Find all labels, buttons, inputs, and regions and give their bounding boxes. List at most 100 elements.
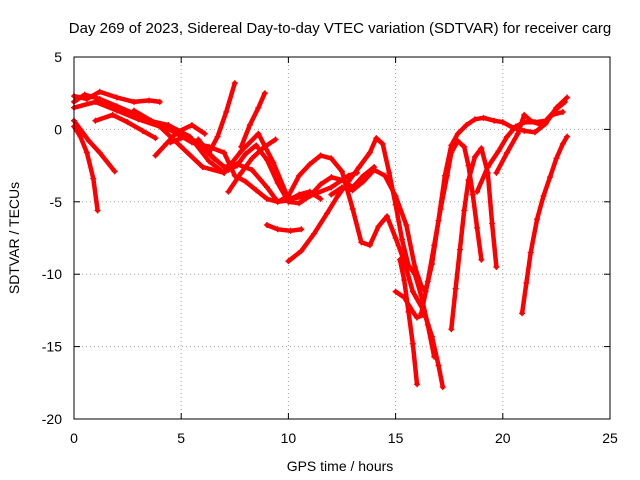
data-point-marker — [285, 193, 292, 200]
data-point-marker — [96, 149, 103, 156]
y-tick-label: -20 — [42, 411, 62, 427]
data-point-marker — [263, 195, 270, 202]
data-point-marker — [221, 164, 228, 171]
data-point-marker — [564, 133, 571, 140]
data-point-marker — [298, 248, 305, 255]
data-point-marker — [124, 119, 131, 126]
data-point-marker — [478, 256, 485, 263]
data-point-marker — [493, 263, 500, 270]
data-point-marker — [274, 198, 281, 205]
data-point-marker — [399, 236, 406, 243]
data-point-marker — [263, 184, 270, 191]
data-point-marker — [156, 98, 163, 105]
data-point-marker — [206, 158, 213, 165]
series-arc-11 — [206, 80, 238, 156]
data-point-marker — [401, 276, 408, 283]
y-tick-label: -5 — [50, 194, 63, 210]
data-point-marker — [366, 149, 373, 156]
data-point-marker — [90, 175, 97, 182]
data-point-marker — [360, 172, 367, 179]
y-tick-label: -15 — [42, 339, 62, 355]
data-point-marker — [225, 188, 232, 195]
data-point-marker — [201, 130, 208, 137]
data-point-marker — [272, 136, 279, 143]
y-tick-label: -10 — [42, 266, 62, 282]
data-point-marker — [135, 116, 142, 123]
data-point-marker — [148, 117, 155, 124]
data-point-marker — [263, 156, 270, 163]
data-point-marker — [549, 111, 556, 118]
data-point-marker — [274, 179, 281, 186]
data-series — [71, 80, 571, 391]
data-point-marker — [474, 188, 481, 195]
data-point-marker — [253, 142, 260, 149]
data-point-marker — [439, 384, 446, 391]
data-point-marker — [452, 285, 459, 292]
data-point-marker — [499, 119, 506, 126]
data-point-marker — [113, 94, 120, 101]
data-point-marker — [527, 117, 534, 124]
data-point-marker — [392, 235, 399, 241]
data-point-marker — [248, 166, 255, 173]
data-point-marker — [94, 207, 101, 214]
data-point-marker — [360, 178, 367, 185]
data-point-marker — [139, 127, 146, 134]
data-point-marker — [96, 95, 103, 102]
data-point-marker — [242, 178, 249, 185]
data-point-marker — [504, 149, 511, 156]
data-point-marker — [414, 314, 421, 321]
data-point-marker — [221, 169, 228, 176]
data-point-marker — [437, 206, 444, 213]
data-point-marker — [435, 362, 442, 369]
x-tick-label: 25 — [602, 430, 618, 446]
data-point-marker — [396, 256, 403, 263]
data-point-marker — [561, 98, 568, 105]
data-point-marker — [214, 133, 221, 140]
data-point-marker — [478, 145, 485, 152]
data-point-marker — [306, 161, 313, 168]
series-arc-23 — [519, 133, 571, 317]
data-point-marker — [270, 159, 277, 166]
data-point-marker — [491, 117, 498, 124]
data-point-marker — [81, 91, 88, 98]
data-point-marker — [182, 133, 189, 140]
data-point-marker — [246, 122, 253, 129]
x-axis-label: GPS time / hours — [287, 458, 394, 474]
data-point-marker — [287, 227, 294, 234]
data-point-marker — [195, 136, 202, 143]
data-point-marker — [553, 106, 560, 113]
data-point-marker — [92, 117, 99, 124]
x-tick-label: 20 — [495, 430, 511, 446]
plot-frame — [73, 56, 611, 420]
data-point-marker — [465, 177, 472, 184]
data-point-marker — [375, 223, 382, 230]
data-point-marker — [263, 221, 270, 228]
data-point-marker — [317, 152, 324, 159]
series-arc-22 — [493, 109, 566, 176]
data-point-marker — [403, 221, 410, 228]
series-arc-19 — [418, 137, 485, 317]
data-point-marker — [253, 187, 260, 194]
data-point-marker — [493, 169, 500, 176]
series-track — [449, 145, 499, 332]
data-point-marker — [373, 135, 380, 142]
data-point-marker — [152, 152, 159, 159]
data-point-marker — [83, 149, 90, 156]
data-point-marker — [152, 135, 159, 142]
data-point-marker — [96, 88, 103, 95]
data-point-marker — [221, 149, 228, 156]
data-point-marker — [285, 258, 292, 265]
series-arc-13 — [225, 136, 279, 195]
x-tick-label: 5 — [177, 430, 185, 446]
data-point-marker — [296, 172, 303, 179]
data-point-marker — [484, 164, 491, 171]
data-point-marker — [559, 140, 566, 147]
data-point-marker — [356, 164, 363, 171]
data-point-marker — [489, 220, 496, 227]
data-point-marker — [379, 140, 386, 147]
data-point-marker — [259, 145, 266, 152]
data-point-marker — [206, 149, 213, 156]
data-point-marker — [349, 187, 356, 194]
data-point-marker — [296, 200, 303, 207]
series-arc-6 — [92, 111, 159, 142]
